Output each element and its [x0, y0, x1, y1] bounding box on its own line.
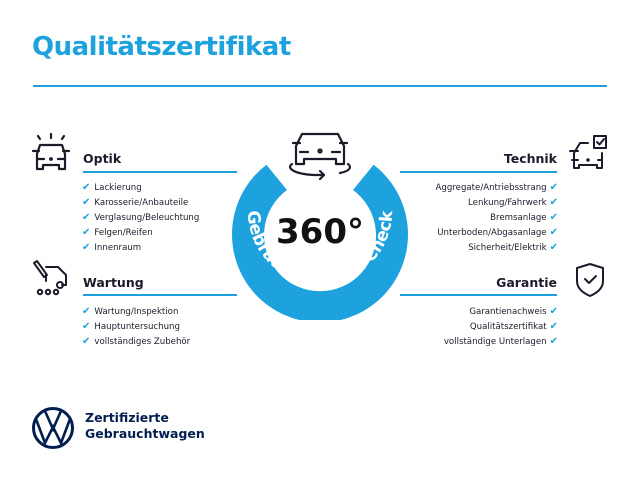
- list-item: ✔ vollständiges Zubehör: [82, 336, 191, 347]
- check-icon: ✔: [549, 242, 558, 253]
- check-icon: ✔: [549, 182, 558, 193]
- check-icon: ✔: [82, 242, 91, 253]
- 360-check-badge: Gebrauchtwagen-Check 360°: [232, 132, 408, 320]
- badge-value: 360°: [276, 212, 364, 252]
- list-item: Bremsanlage ✔: [490, 212, 558, 223]
- vw-logo: [32, 407, 74, 449]
- list-item: Lenkung/Fahrwerk ✔: [468, 197, 558, 208]
- list-item: ✔ Felgen/Reifen: [82, 227, 153, 238]
- list-item: ✔ Wartung/Inspektion: [82, 306, 179, 317]
- check-icon: ✔: [82, 336, 91, 347]
- optik-list: ✔ Lackierung ✔ Karosserie/Anbauteile ✔ Verg…: [82, 180, 199, 255]
- car-checkbox-icon: [569, 135, 607, 169]
- page-title: Qualitätszertifikat: [32, 32, 291, 62]
- brand-line-1: Zertifizierte: [85, 410, 169, 425]
- check-icon: ✔: [549, 306, 558, 317]
- check-icon: ✔: [82, 182, 91, 193]
- list-item: Qualitätszertifikat ✔: [469, 321, 558, 332]
- section-heading-garantie: Garantie: [496, 275, 557, 290]
- list-item: ✔ Innenraum: [82, 242, 142, 253]
- shield-check-icon: [576, 263, 604, 297]
- check-icon: ✔: [549, 336, 558, 347]
- check-icon: ✔: [549, 227, 558, 238]
- check-icon: ✔: [549, 321, 558, 332]
- brand-line-2: Gebrauchtwagen: [85, 426, 205, 441]
- technik-list: Aggregate/Antriebsstrang ✔ Lenkung/Fahrwe…: [436, 180, 558, 255]
- check-icon: ✔: [549, 197, 558, 208]
- garantie-list: Garantienachweis ✔ Qualitätszertifikat ✔ v…: [444, 304, 558, 349]
- list-item: vollständige Unterlagen ✔: [443, 336, 558, 347]
- car-rotate-icon: [288, 132, 351, 181]
- section-divider-technik: [400, 171, 557, 173]
- list-item: Garantienachweis ✔: [469, 306, 558, 317]
- list-item: ✔ Hauptuntersuchung: [82, 321, 180, 332]
- list-item: ✔ Lackierung: [82, 182, 142, 193]
- section-heading-optik: Optik: [83, 151, 122, 166]
- section-divider-garantie: [400, 294, 557, 296]
- section-heading-technik: Technik: [503, 151, 557, 166]
- list-item: Aggregate/Antriebsstrang ✔: [435, 182, 558, 193]
- wartung-list: ✔ Wartung/Inspektion ✔ Hauptuntersuchung ✔…: [82, 304, 190, 349]
- check-icon: ✔: [82, 212, 91, 223]
- title-divider: [33, 85, 607, 87]
- service-truck-icon: [33, 260, 67, 296]
- list-item: Sicherheit/Elektrik ✔: [468, 242, 558, 253]
- badge-ring: [232, 164, 408, 320]
- check-icon: ✔: [82, 227, 91, 238]
- check-icon: ✔: [549, 212, 558, 223]
- car-lights-icon: [31, 132, 71, 171]
- list-item: Unterboden/Abgasanlage ✔: [437, 227, 558, 238]
- section-heading-wartung: Wartung: [83, 275, 144, 290]
- list-item: ✔ Verglasung/Beleuchtung: [82, 212, 200, 223]
- section-divider-wartung: [83, 294, 237, 296]
- check-icon: ✔: [82, 321, 91, 332]
- check-icon: ✔: [82, 306, 91, 317]
- brand-text: Zertifizierte Gebrauchtwagen: [85, 410, 205, 442]
- list-item: ✔ Karosserie/Anbauteile: [82, 197, 189, 208]
- section-divider-optik: [83, 171, 237, 173]
- check-icon: ✔: [82, 197, 91, 208]
